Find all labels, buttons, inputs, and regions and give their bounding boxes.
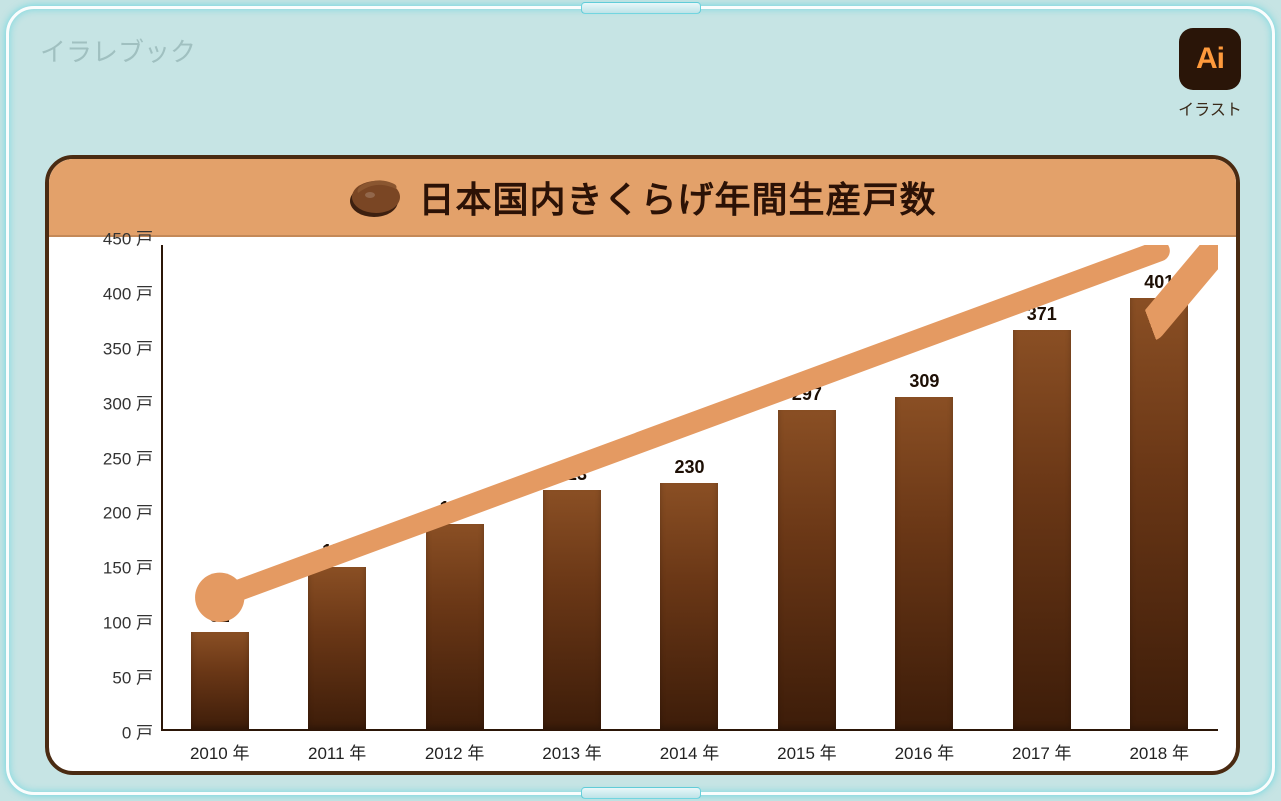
bar-slot: 371: [983, 245, 1100, 731]
chart-card: 日本国内きくらげ年間生産戸数 0 戸 50 戸 100 戸 150 戸 200 戸 250…: [45, 155, 1240, 775]
chart-title: 日本国内きくらげ年間生産戸数: [418, 171, 936, 223]
y-tick: 150 戸: [103, 554, 153, 579]
bar-slot: 230: [631, 245, 748, 731]
y-axis: 0 戸50 戸100 戸150 戸200 戸250 戸300 戸350 戸400…: [49, 237, 161, 731]
bar-value: 371: [1027, 304, 1057, 325]
x-label: 2016 年: [866, 733, 983, 771]
bar: 152: [308, 567, 366, 731]
mushroom-icon: [348, 175, 404, 219]
illustrator-icon-text: Ai: [1196, 42, 1224, 76]
bar: 371: [1013, 330, 1071, 731]
bar-value: 192: [440, 498, 470, 519]
y-tick: 350 戸: [103, 334, 153, 359]
y-tick: 100 戸: [103, 609, 153, 634]
bar: 401: [1130, 298, 1188, 731]
bar-value: 297: [792, 384, 822, 405]
y-tick: 400 戸: [103, 279, 153, 304]
y-tick: 250 戸: [103, 444, 153, 469]
x-label: 2012 年: [396, 733, 513, 771]
y-tick: 300 戸: [103, 389, 153, 414]
bar: 230: [660, 483, 718, 731]
chart-plot: 0 戸 50 戸 100 戸 150 戸 200 戸 250 戸 300 戸 350 戸 400…: [49, 237, 1236, 771]
bar-slot: 152: [278, 245, 395, 731]
x-label: 2017 年: [983, 733, 1100, 771]
bar-slot: 223: [513, 245, 630, 731]
watermark-text: イラレブック: [40, 32, 196, 69]
x-label: 2015 年: [748, 733, 865, 771]
y-tick: 450 戸: [103, 225, 153, 250]
bar: 297: [778, 410, 836, 731]
frame-tab-bottom: [581, 787, 701, 799]
x-label: 2010 年: [161, 733, 278, 771]
bar-slot: 401: [1101, 245, 1218, 731]
bar-value: 223: [557, 464, 587, 485]
x-label: 2018 年: [1101, 733, 1218, 771]
bar: 223: [543, 490, 601, 731]
bar-slot: 192: [396, 245, 513, 731]
bar-value: 309: [909, 371, 939, 392]
illustrator-label: イラスト: [1175, 96, 1245, 120]
illustrator-icon: Ai: [1179, 28, 1241, 90]
x-axis-labels: 2010 年2011 年2012 年2013 年2014 年2015 年2016…: [161, 733, 1218, 771]
y-tick: 50 戸: [112, 664, 153, 689]
bar-value: 92: [210, 606, 230, 627]
x-label: 2014 年: [631, 733, 748, 771]
x-label: 2011 年: [278, 733, 395, 771]
y-tick: 0 戸: [122, 719, 153, 744]
bar: 92: [191, 632, 249, 731]
bar: 309: [895, 397, 953, 731]
chart-header: 日本国内きくらげ年間生産戸数: [49, 159, 1236, 237]
bar-value: 230: [674, 457, 704, 478]
x-label: 2013 年: [513, 733, 630, 771]
bar-slot: 309: [866, 245, 983, 731]
bar-slot: 92: [161, 245, 278, 731]
bar-value: 401: [1144, 272, 1174, 293]
frame-tab-top: [581, 2, 701, 14]
bar-value: 152: [322, 541, 352, 562]
y-tick: 200 戸: [103, 499, 153, 524]
bar-slot: 297: [748, 245, 865, 731]
bars-container: 92 152 192 223 230 297 309 371 401: [161, 245, 1218, 731]
bar: 192: [426, 524, 484, 731]
illustrator-badge[interactable]: Ai イラスト: [1175, 28, 1245, 120]
